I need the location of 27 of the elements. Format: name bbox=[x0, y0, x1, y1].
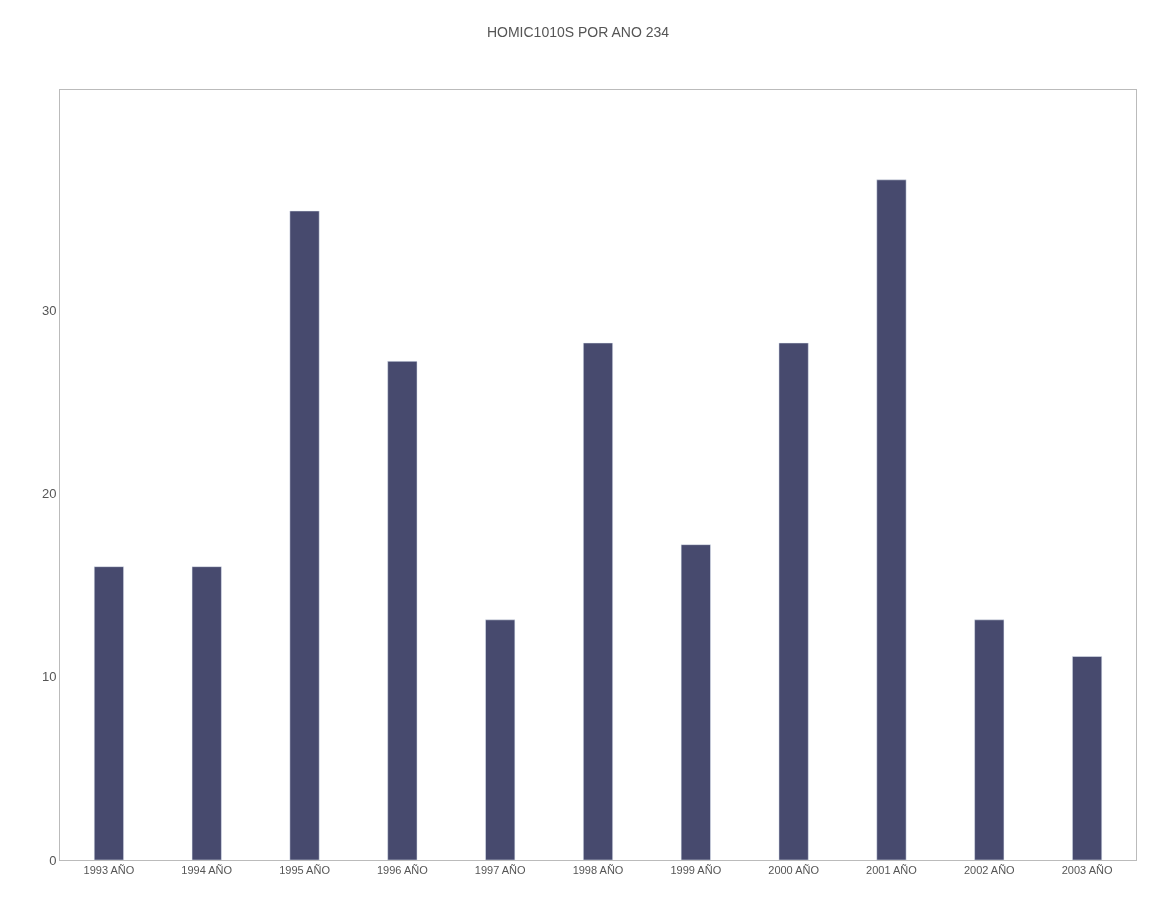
bar bbox=[1072, 656, 1103, 860]
y-tick-label: 20 bbox=[41, 485, 57, 501]
x-tick-label: 1996 AÑO bbox=[376, 864, 429, 877]
x-tick-label: 1994 AÑO bbox=[181, 864, 233, 877]
y-tick-label: 10 bbox=[41, 669, 57, 685]
x-tick-label: 2003 AÑO bbox=[1061, 864, 1113, 877]
y-tick-label: 0 bbox=[49, 852, 57, 868]
bar bbox=[778, 342, 809, 860]
x-tick-label: 1993 AÑO bbox=[83, 864, 135, 877]
x-tick-label: 1995 AÑO bbox=[279, 864, 331, 877]
bar bbox=[289, 210, 320, 860]
bar bbox=[93, 566, 124, 860]
x-tick-label: 2002 AÑO bbox=[963, 864, 1016, 877]
x-tick-label: 2000 AÑO bbox=[768, 864, 820, 877]
x-tick-label: 1998 AÑO bbox=[572, 864, 624, 877]
chart-title: HOMIC1010S POR ANO 234 bbox=[486, 24, 670, 41]
x-tick-label: 2001 AÑO bbox=[866, 864, 918, 877]
bar bbox=[680, 544, 711, 860]
bar bbox=[974, 619, 1005, 860]
x-tick-label: 1999 AÑO bbox=[670, 864, 722, 877]
bar bbox=[876, 179, 907, 860]
x-tick-label: 1997 AÑO bbox=[474, 864, 526, 877]
bar bbox=[485, 619, 516, 860]
y-tick-label: 30 bbox=[41, 302, 57, 318]
bar bbox=[387, 361, 418, 860]
bar bbox=[191, 566, 222, 860]
bar bbox=[583, 342, 613, 860]
